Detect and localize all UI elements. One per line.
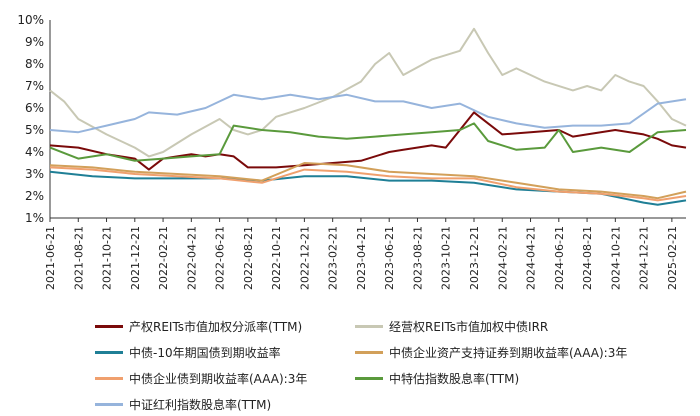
legend-label: 中债企业债到期收益率(AAA):3年 [129, 372, 308, 386]
y-tick-label: 9% [25, 35, 44, 49]
x-tick-label: 2023-08-21 [411, 226, 424, 290]
x-tick-label: 2023-06-21 [383, 226, 396, 290]
x-tick-label: 2022-10-21 [270, 226, 283, 290]
x-tick-label: 2022-02-21 [157, 226, 170, 290]
x-axis: 2021-06-21 2021-08-21 2021-10-21 2021-12-21… [44, 217, 686, 290]
legend-label: 产权REITs市值加权分派率(TTM) [129, 320, 303, 334]
legend-swatch [355, 325, 383, 328]
x-tick-label: 2022-06-21 [214, 226, 227, 290]
y-tick-label: 4% [25, 145, 44, 159]
y-tick-label: 2% [25, 189, 44, 203]
legend-swatch [95, 325, 123, 328]
legend-swatch [95, 351, 123, 354]
legend-item: 产权REITs市值加权分派率(TTM) [95, 318, 302, 335]
x-tick-label: 2024-12-21 [638, 226, 651, 290]
legend-item: 中特估指数股息率(TTM) [355, 370, 519, 387]
x-tick-label: 2021-10-21 [101, 226, 114, 290]
x-tick-label: 2021-08-21 [72, 226, 85, 290]
series-line-2 [49, 27, 687, 158]
y-tick-label: 3% [25, 167, 44, 181]
x-tick-label: 2024-04-21 [525, 226, 538, 290]
x-tick-label: 2021-12-21 [129, 226, 142, 290]
legend-item: 中债企业债到期收益率(AAA):3年 [95, 370, 307, 387]
x-tick-label: 2024-06-21 [553, 226, 566, 290]
y-tick-label: 1% [25, 211, 44, 225]
x-tick-label: 2021-06-21 [44, 226, 57, 290]
x-tick-label: 2023-04-21 [355, 226, 368, 290]
y-tick-label: 7% [25, 79, 44, 93]
y-tick-label: 5% [25, 123, 44, 137]
y-tick-label: 8% [25, 57, 44, 71]
legend: 产权REITs市值加权分派率(TTM) 经营权REITs市值加权中债IRR 中债-1… [0, 310, 700, 413]
legend-swatch [355, 377, 383, 380]
line-chart: 1% 2% 3% 4% 5% 6% 7% 8% 9% 10% 2021-06-21 2021-08-… [17, 13, 687, 290]
x-tick-label: 2023-02-21 [327, 226, 340, 290]
x-tick-label: 2022-08-21 [242, 226, 255, 290]
x-tick-label: 2023-12-21 [468, 226, 481, 290]
y-axis: 1% 2% 3% 4% 5% 6% 7% 8% 9% 10% [17, 13, 51, 225]
x-tick-label: 2024-08-21 [581, 226, 594, 290]
legend-label: 经营权REITs市值加权中债IRR [389, 320, 549, 334]
series-layer [49, 27, 687, 206]
legend-swatch [355, 351, 383, 354]
legend-label: 中债-10年期国债到期收益率 [129, 346, 281, 360]
series-line-5 [49, 166, 687, 202]
legend-label: 中债企业资产支持证券到期收益率(AAA):3年 [389, 346, 628, 360]
legend-item: 中证红利指数股息率(TTM) [95, 396, 271, 413]
legend-item: 中债-10年期国债到期收益率 [95, 344, 281, 361]
legend-swatch [95, 377, 123, 380]
series-line-7 [49, 93, 687, 134]
legend-item: 经营权REITs市值加权中债IRR [355, 318, 548, 335]
y-tick-label: 10% [17, 13, 44, 27]
legend-label: 中特估指数股息率(TTM) [389, 372, 520, 386]
series-line-6 [49, 122, 687, 162]
x-tick-label: 2022-04-21 [185, 226, 198, 290]
x-tick-label: 2024-02-21 [496, 226, 509, 290]
legend-swatch [95, 403, 123, 406]
y-tick-label: 6% [25, 101, 44, 115]
x-tick-label: 2023-10-21 [440, 226, 453, 290]
series-line-1 [49, 111, 687, 171]
x-tick-label: 2024-10-21 [609, 226, 622, 290]
legend-label: 中证红利指数股息率(TTM) [129, 398, 272, 412]
x-tick-label: 2022-12-21 [298, 226, 311, 290]
series-line-3 [49, 170, 687, 206]
x-tick-label: 2025-02-21 [666, 226, 679, 290]
legend-item: 中债企业资产支持证券到期收益率(AAA):3年 [355, 344, 627, 361]
series-line-4 [49, 162, 687, 200]
